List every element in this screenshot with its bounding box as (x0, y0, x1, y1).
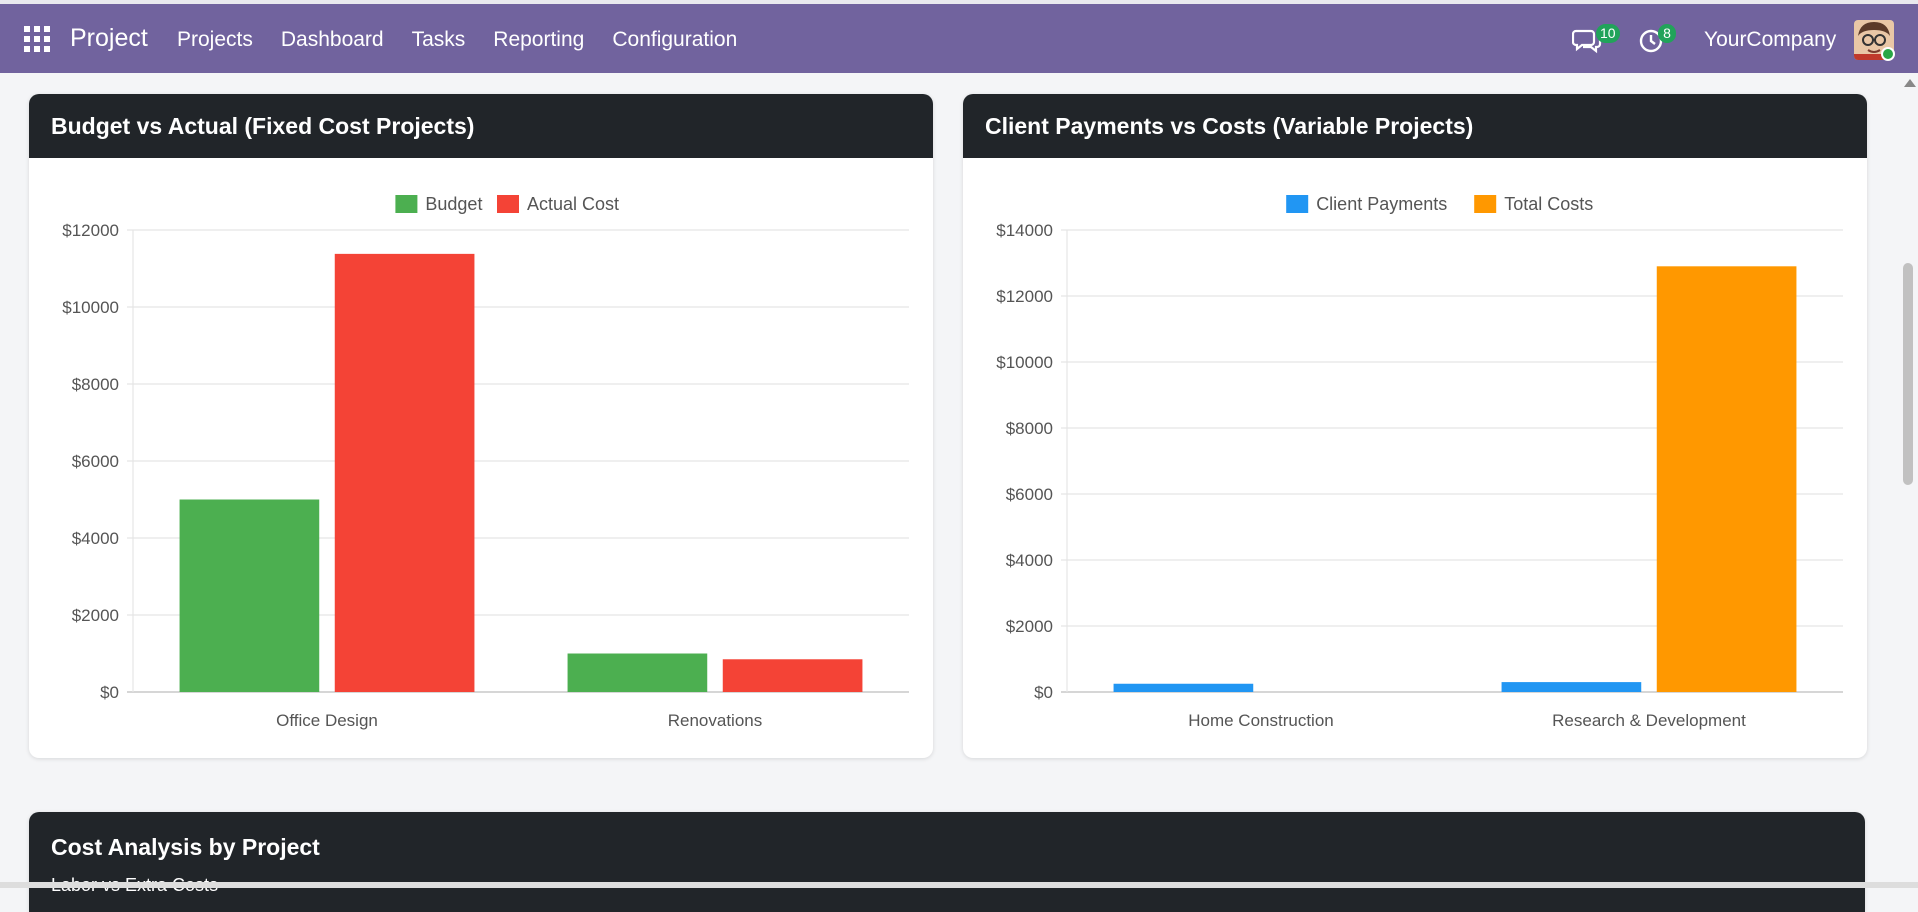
menu-item-reporting[interactable]: Reporting (493, 28, 585, 51)
app-title[interactable]: Project (70, 24, 148, 52)
y-tick-label: $8000 (72, 375, 119, 394)
user-avatar[interactable] (1854, 20, 1894, 60)
budget-vs-actual-chart: Budget Actual Cost $0 $2000 $4000 $6000 $8000 $… (62, 194, 909, 730)
y-tick-label: $10000 (62, 298, 119, 317)
apps-menu-icon[interactable] (24, 26, 50, 52)
scrollbar-thumb[interactable] (1903, 263, 1913, 485)
y-tick-label: $6000 (1006, 485, 1053, 504)
menu-item-tasks[interactable]: Tasks (411, 28, 466, 51)
top-navbar: Project Projects Dashboard Tasks Reporti… (0, 0, 1918, 73)
chat-icon (1572, 29, 1602, 53)
legend-swatch-budget[interactable] (395, 195, 418, 213)
y-tick-label: $12000 (62, 221, 119, 240)
legend-label-budget[interactable]: Budget (425, 194, 482, 214)
legend-swatch-actual-cost[interactable] (497, 195, 519, 213)
cost-analysis-header: Cost Analysis by Project Labor vs Extra … (29, 812, 1865, 912)
client-payments-title: Client Payments vs Costs (Variable Proje… (963, 94, 1867, 158)
main-menu: Projects Dashboard Tasks Reporting Confi… (177, 28, 765, 52)
x-tick-label: Research & Development (1552, 711, 1746, 730)
x-tick-label: Renovations (668, 711, 763, 730)
activities-button[interactable]: 8 (1638, 4, 1682, 73)
y-tick-label: $14000 (996, 221, 1053, 240)
y-tick-label: $12000 (996, 287, 1053, 306)
y-tick-label: $0 (1034, 683, 1053, 702)
company-switcher[interactable]: YourCompany (1704, 28, 1837, 51)
y-tick-label: $0 (100, 683, 119, 702)
cost-analysis-card: Cost Analysis by Project Labor vs Extra … (29, 812, 1865, 912)
legend-label-client-payments[interactable]: Client Payments (1316, 194, 1447, 214)
legend-label-actual-cost[interactable]: Actual Cost (527, 194, 619, 214)
scroll-up-arrow-icon[interactable] (1904, 79, 1916, 87)
bottom-edge (0, 882, 1918, 888)
y-tick-label: $10000 (996, 353, 1053, 372)
menu-item-projects[interactable]: Projects (177, 28, 253, 51)
legend-label-total-costs[interactable]: Total Costs (1504, 194, 1593, 214)
y-tick-label: $6000 (72, 452, 119, 471)
bar-actual-cost-renovations[interactable] (722, 659, 863, 692)
y-tick-label: $8000 (1006, 419, 1053, 438)
y-tick-label: $2000 (1006, 617, 1053, 636)
y-tick-label: $4000 (1006, 551, 1053, 570)
y-tick-label: $2000 (72, 606, 119, 625)
legend-swatch-total-costs[interactable] (1474, 195, 1497, 213)
messages-count-badge: 10 (1596, 24, 1620, 43)
x-tick-label: Office Design (276, 711, 378, 730)
menu-item-configuration[interactable]: Configuration (612, 28, 738, 51)
activities-count-badge: 8 (1658, 24, 1676, 43)
bar-actual-cost-office-design[interactable] (334, 253, 475, 692)
menu-item-dashboard[interactable]: Dashboard (280, 28, 384, 51)
client-payments-card: Client Payments vs Costs (Variable Proje… (963, 94, 1867, 758)
budget-vs-actual-card: Budget vs Actual (Fixed Cost Projects) B… (29, 94, 933, 758)
messages-button[interactable]: 10 (1572, 4, 1624, 73)
bar-total-costs-research-development[interactable] (1656, 266, 1797, 692)
page-scrollbar[interactable] (1900, 73, 1918, 888)
y-tick-label: $4000 (72, 529, 119, 548)
bar-client-payments-home-construction[interactable] (1113, 683, 1254, 692)
budget-vs-actual-title: Budget vs Actual (Fixed Cost Projects) (29, 94, 933, 158)
bar-client-payments-research-development[interactable] (1501, 682, 1642, 692)
bar-budget-office-design[interactable] (179, 499, 320, 693)
client-payments-chart: Client Payments Total Costs $0 $2000 $4000 $6… (996, 194, 1843, 730)
online-status-dot (1881, 47, 1895, 61)
bar-budget-renovations[interactable] (567, 653, 708, 693)
x-tick-label: Home Construction (1188, 711, 1334, 730)
cost-analysis-title: Cost Analysis by Project (51, 834, 320, 860)
legend-swatch-client-payments[interactable] (1286, 195, 1309, 213)
